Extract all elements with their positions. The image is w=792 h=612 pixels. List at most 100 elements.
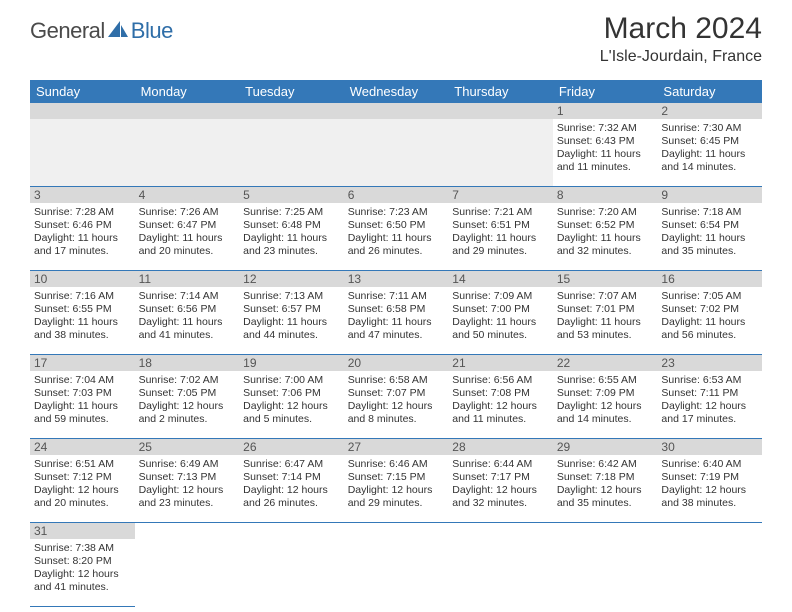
daylight-text-2: and 59 minutes. — [34, 413, 131, 426]
day-cell: Sunrise: 6:55 AMSunset: 7:09 PMDaylight:… — [553, 371, 658, 439]
daylight-text-1: Daylight: 12 hours — [243, 484, 340, 497]
daylight-text-2: and 47 minutes. — [348, 329, 445, 342]
daylight-text-1: Daylight: 12 hours — [452, 484, 549, 497]
daylight-text-2: and 29 minutes. — [348, 497, 445, 510]
daylight-text-1: Daylight: 11 hours — [34, 232, 131, 245]
day-number: 1 — [553, 103, 658, 119]
day-number-row: 31 — [30, 523, 762, 539]
daylight-text-1: Daylight: 11 hours — [557, 148, 654, 161]
sunrise-text: Sunrise: 7:00 AM — [243, 374, 340, 387]
daylight-text-1: Daylight: 11 hours — [661, 148, 758, 161]
daylight-text-2: and 17 minutes. — [661, 413, 758, 426]
title-block: March 2024 L'Isle-Jourdain, France — [600, 12, 762, 66]
day-number: 28 — [448, 439, 553, 455]
sunrise-text: Sunrise: 7:28 AM — [34, 206, 131, 219]
sunrise-text: Sunrise: 6:53 AM — [661, 374, 758, 387]
sunrise-text: Sunrise: 6:55 AM — [557, 374, 654, 387]
daylight-text-2: and 14 minutes. — [661, 161, 758, 174]
sunrise-text: Sunrise: 7:30 AM — [661, 122, 758, 135]
daylight-text-2: and 17 minutes. — [34, 245, 131, 258]
sunrise-text: Sunrise: 7:32 AM — [557, 122, 654, 135]
header: General Blue March 2024 L'Isle-Jourdain,… — [0, 0, 792, 72]
daylight-text-1: Daylight: 11 hours — [243, 316, 340, 329]
daylight-text-1: Daylight: 12 hours — [348, 400, 445, 413]
day-cell: Sunrise: 7:09 AMSunset: 7:00 PMDaylight:… — [448, 287, 553, 355]
sunset-text: Sunset: 7:11 PM — [661, 387, 758, 400]
daylight-text-2: and 8 minutes. — [348, 413, 445, 426]
day-cell: Sunrise: 6:40 AMSunset: 7:19 PMDaylight:… — [657, 455, 762, 523]
day-cell: Sunrise: 7:21 AMSunset: 6:51 PMDaylight:… — [448, 203, 553, 271]
day-cell: Sunrise: 7:11 AMSunset: 6:58 PMDaylight:… — [344, 287, 449, 355]
day-cell — [448, 119, 553, 187]
daylight-text-2: and 38 minutes. — [34, 329, 131, 342]
daylight-text-1: Daylight: 11 hours — [661, 232, 758, 245]
daylight-text-2: and 38 minutes. — [661, 497, 758, 510]
daylight-text-1: Daylight: 12 hours — [452, 400, 549, 413]
daylight-text-1: Daylight: 11 hours — [452, 316, 549, 329]
day-cell: Sunrise: 6:42 AMSunset: 7:18 PMDaylight:… — [553, 455, 658, 523]
sunrise-text: Sunrise: 7:13 AM — [243, 290, 340, 303]
day-number: 9 — [657, 187, 762, 203]
daylight-text-1: Daylight: 11 hours — [243, 232, 340, 245]
week-row: Sunrise: 7:38 AMSunset: 8:20 PMDaylight:… — [30, 539, 762, 607]
sunset-text: Sunset: 6:45 PM — [661, 135, 758, 148]
day-number-row: 12 — [30, 103, 762, 119]
day-cell: Sunrise: 7:32 AMSunset: 6:43 PMDaylight:… — [553, 119, 658, 187]
daylight-text-1: Daylight: 11 hours — [348, 316, 445, 329]
day-cell: Sunrise: 7:25 AMSunset: 6:48 PMDaylight:… — [239, 203, 344, 271]
daylight-text-2: and 32 minutes. — [452, 497, 549, 510]
daylight-text-1: Daylight: 11 hours — [139, 316, 236, 329]
day-cell: Sunrise: 7:02 AMSunset: 7:05 PMDaylight:… — [135, 371, 240, 439]
daylight-text-1: Daylight: 11 hours — [452, 232, 549, 245]
day-cell: Sunrise: 7:14 AMSunset: 6:56 PMDaylight:… — [135, 287, 240, 355]
day-number — [239, 523, 344, 539]
day-number: 13 — [344, 271, 449, 287]
day-number: 18 — [135, 355, 240, 371]
day-number: 21 — [448, 355, 553, 371]
day-cell: Sunrise: 7:20 AMSunset: 6:52 PMDaylight:… — [553, 203, 658, 271]
day-number: 14 — [448, 271, 553, 287]
day-number — [135, 523, 240, 539]
day-cell — [344, 539, 449, 607]
sunset-text: Sunset: 7:05 PM — [139, 387, 236, 400]
day-number: 19 — [239, 355, 344, 371]
daylight-text-2: and 44 minutes. — [243, 329, 340, 342]
daylight-text-1: Daylight: 12 hours — [661, 484, 758, 497]
day-number: 5 — [239, 187, 344, 203]
sunrise-text: Sunrise: 6:44 AM — [452, 458, 549, 471]
daylight-text-2: and 32 minutes. — [557, 245, 654, 258]
day-number — [657, 523, 762, 539]
sunset-text: Sunset: 6:46 PM — [34, 219, 131, 232]
sunset-text: Sunset: 6:43 PM — [557, 135, 654, 148]
daylight-text-1: Daylight: 12 hours — [34, 568, 131, 581]
day-cell — [553, 539, 658, 607]
daylight-text-1: Daylight: 12 hours — [243, 400, 340, 413]
daylight-text-1: Daylight: 11 hours — [34, 400, 131, 413]
day-number: 30 — [657, 439, 762, 455]
day-cell: Sunrise: 7:04 AMSunset: 7:03 PMDaylight:… — [30, 371, 135, 439]
day-number — [344, 523, 449, 539]
sunset-text: Sunset: 7:13 PM — [139, 471, 236, 484]
sunrise-text: Sunrise: 7:09 AM — [452, 290, 549, 303]
day-cell — [448, 539, 553, 607]
sunset-text: Sunset: 6:56 PM — [139, 303, 236, 316]
day-number: 2 — [657, 103, 762, 119]
logo-text-blue: Blue — [131, 18, 173, 44]
day-cell: Sunrise: 7:18 AMSunset: 6:54 PMDaylight:… — [657, 203, 762, 271]
daylight-text-1: Daylight: 12 hours — [34, 484, 131, 497]
day-cell: Sunrise: 7:26 AMSunset: 6:47 PMDaylight:… — [135, 203, 240, 271]
sunrise-text: Sunrise: 7:07 AM — [557, 290, 654, 303]
location: L'Isle-Jourdain, France — [600, 48, 762, 66]
day-number: 27 — [344, 439, 449, 455]
day-number: 29 — [553, 439, 658, 455]
day-cell — [239, 119, 344, 187]
sunrise-text: Sunrise: 7:20 AM — [557, 206, 654, 219]
sunset-text: Sunset: 7:17 PM — [452, 471, 549, 484]
sunset-text: Sunset: 7:12 PM — [34, 471, 131, 484]
sunrise-text: Sunrise: 6:58 AM — [348, 374, 445, 387]
day-cell: Sunrise: 7:00 AMSunset: 7:06 PMDaylight:… — [239, 371, 344, 439]
daylight-text-2: and 53 minutes. — [557, 329, 654, 342]
week-row: Sunrise: 7:28 AMSunset: 6:46 PMDaylight:… — [30, 203, 762, 271]
day-cell: Sunrise: 7:13 AMSunset: 6:57 PMDaylight:… — [239, 287, 344, 355]
daylight-text-2: and 50 minutes. — [452, 329, 549, 342]
